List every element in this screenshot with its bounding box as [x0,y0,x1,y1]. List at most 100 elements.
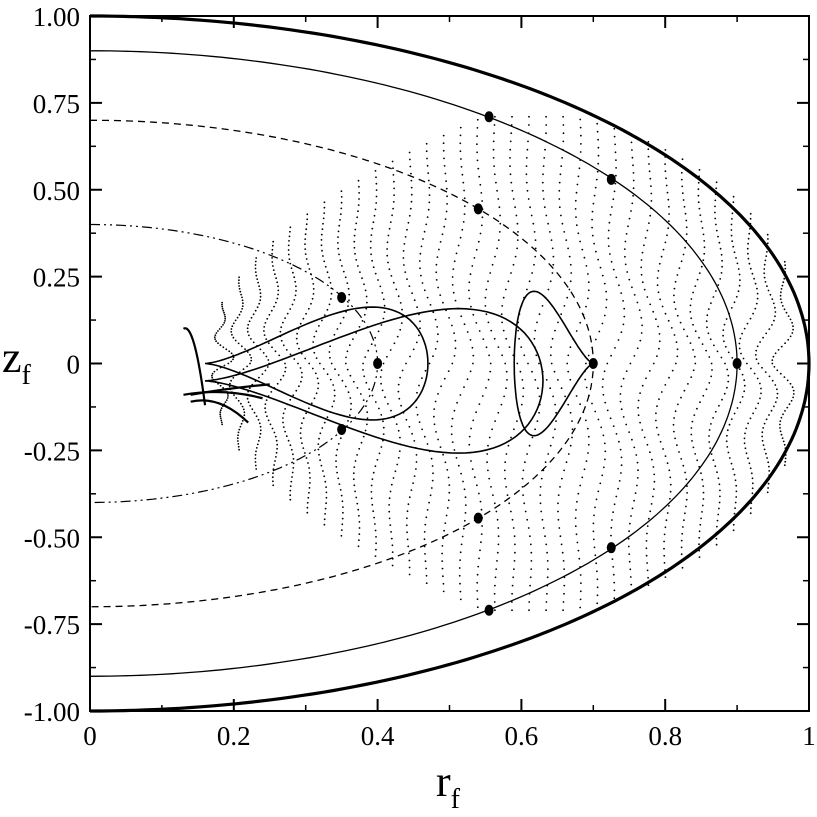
trajectory-dot [307,263,309,265]
trajectory-dot [551,272,554,274]
trajectory-dot [248,387,251,389]
trajectory-dot [322,222,324,225]
trajectory-dot [563,305,566,307]
trajectory-dot [350,408,352,411]
trajectory-dot [442,134,445,137]
trajectory-dot [251,408,254,411]
trajectory-dot [425,582,428,585]
trajectory-dot [304,233,307,236]
trajectory-dot [291,471,294,474]
trajectory-dot [714,211,716,214]
trajectory-dot [708,356,711,358]
trajectory-dot [727,451,730,454]
trajectory-dot [243,411,246,414]
trajectory-dot [480,224,483,227]
trajectory-dot [774,384,777,386]
trajectory-dot [653,488,655,490]
trajectory-dot [249,404,252,407]
trajectory-dot [250,359,253,362]
trajectory-dot [504,362,507,365]
trajectory-dot [391,551,394,553]
trajectory-dot [618,440,620,443]
trajectory-dot [314,372,317,375]
trajectory-dot [629,576,632,578]
trajectory-dot [323,206,326,209]
trajectory-dot [497,346,500,348]
trajectory-dot [593,242,595,245]
trajectory-dot [454,299,457,302]
trajectory-dot [667,319,670,322]
trajectory-dot [275,277,277,280]
trajectory-dot [579,606,582,609]
trajectory-dot [360,441,363,444]
trajectory-dot [612,566,615,568]
marked-point [732,358,742,369]
trajectory-dot [340,207,343,210]
trajectory-dot [392,167,394,170]
trajectory-dot [755,302,758,305]
trajectory-dot [421,282,424,284]
trajectory-dot [365,295,368,298]
trajectory-dot [325,486,327,488]
trajectory-dot [585,362,587,365]
x-tick-label: 0.6 [505,721,539,751]
trajectory-dot [580,143,582,145]
trajectory-dot [231,333,233,336]
trajectory-dot [437,393,439,395]
trajectory-dot [495,510,498,513]
trajectory-dot [760,392,762,395]
trajectory-dot [594,410,597,413]
trajectory-dot [534,255,537,258]
trajectory-dot [263,330,265,332]
trajectory-dot [728,423,731,426]
trajectory-dot [309,477,311,479]
trajectory-dot [633,499,635,502]
trajectory-dot [593,194,596,197]
trajectory-dot [734,507,736,509]
trajectory-dot [472,313,475,316]
trajectory-dot [766,457,768,459]
trajectory-dot [492,494,494,496]
trajectory-dot [686,485,688,487]
trajectory-dot [626,271,629,273]
trajectory-dot [615,495,618,498]
trajectory-dot [613,135,616,138]
trajectory-dot [680,178,683,181]
trajectory-dot [644,237,647,239]
trajectory-dot [237,431,240,434]
trajectory-dot [408,552,410,555]
trajectory-dot [338,224,341,227]
trajectory-dot [674,280,677,283]
trajectory-dot [221,303,223,306]
trajectory-dot [347,305,349,307]
trajectory-dot [322,217,325,220]
trajectory-dot [219,411,222,414]
trajectory-dot [669,483,672,486]
trajectory-dot [579,590,582,593]
trajectory-dot [386,254,389,257]
trajectory-dot [392,207,394,210]
trajectory-dot [305,223,308,226]
trajectory-dot [290,480,293,483]
trajectory-dot [525,173,528,176]
trajectory-dot [732,201,735,204]
trajectory-dot [696,459,699,462]
trajectory-dot [211,372,214,375]
trajectory-dot [716,525,718,528]
trajectory-dot [755,358,758,361]
trajectory-dot [478,557,480,560]
trajectory-dot [225,348,228,351]
trajectory-dot [275,451,278,454]
trajectory-dot [480,541,482,544]
trajectory-dot [658,333,661,335]
trajectory-dot [333,394,336,397]
trajectory-dot [788,403,791,406]
trajectory-dot [569,444,572,447]
trajectory-dot [736,262,739,265]
trajectory-dot [546,560,549,562]
trajectory-dot [349,397,352,399]
trajectory-dot [759,397,761,400]
trajectory-dot [392,477,395,479]
trajectory-dot [596,170,599,173]
trajectory-dot [748,262,751,265]
